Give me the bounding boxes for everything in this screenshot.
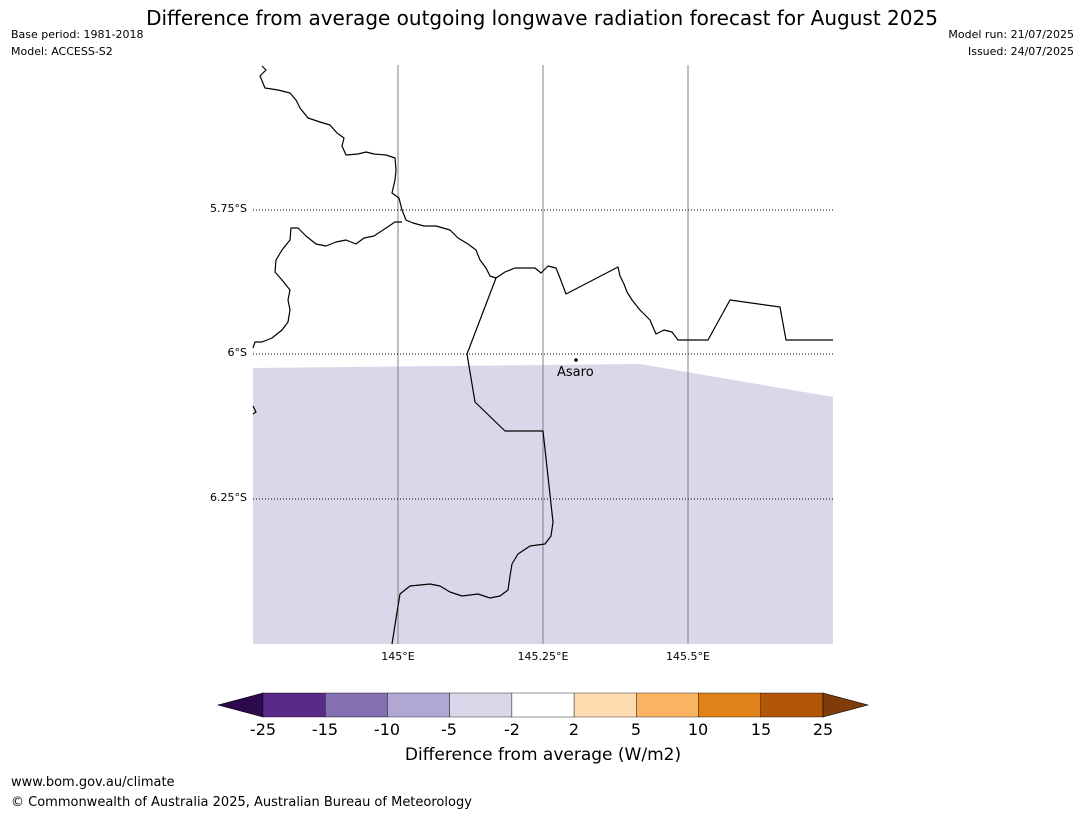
colorbar-segment bbox=[449, 692, 513, 718]
boundary-central bbox=[391, 277, 554, 645]
lat-label-5-75s: 5.75°S bbox=[210, 202, 247, 215]
colorbar-tick: 5 bbox=[630, 720, 642, 739]
lat-label-6s: 6°S bbox=[227, 346, 247, 359]
colorbar bbox=[216, 692, 870, 718]
boundary-west bbox=[252, 221, 402, 349]
lon-label-145-25e: 145.25°E bbox=[517, 650, 569, 663]
colorbar-tick: 2 bbox=[568, 720, 580, 739]
asaro-marker bbox=[574, 358, 578, 362]
meta-right: Model run: 21/07/2025 Issued: 24/07/2025 bbox=[948, 26, 1074, 60]
lat-label-6-25s: 6.25°S bbox=[210, 491, 247, 504]
colorbar-tick: -10 bbox=[373, 720, 401, 739]
colorbar-segment bbox=[760, 692, 824, 718]
colorbar-segment bbox=[387, 692, 450, 718]
boundary-north bbox=[259, 65, 833, 341]
latitude-gridlines bbox=[253, 209, 833, 500]
place-label-asaro: Asaro bbox=[557, 365, 594, 380]
colorbar-extend-low bbox=[216, 692, 264, 718]
colorbar-tick: 25 bbox=[812, 720, 834, 739]
model-name: Model: ACCESS-S2 bbox=[11, 45, 113, 58]
colorbar-segment bbox=[262, 692, 326, 718]
colorbar-segment bbox=[573, 692, 637, 718]
meta-left: Base period: 1981-2018 Model: ACCESS-S2 bbox=[11, 26, 143, 60]
colorbar-tick: -15 bbox=[311, 720, 339, 739]
model-run: Model run: 21/07/2025 bbox=[948, 28, 1074, 41]
boundary-fragment bbox=[252, 405, 257, 415]
colorbar-tick: 15 bbox=[750, 720, 772, 739]
colorbar-tick: -5 bbox=[441, 720, 457, 739]
colorbar-title: Difference from average (W/m2) bbox=[404, 745, 682, 765]
province-boundaries bbox=[252, 65, 833, 645]
colorbar-tick: -2 bbox=[504, 720, 520, 739]
footer-url: www.bom.gov.au/climate bbox=[11, 775, 175, 790]
colorbar-tick: 10 bbox=[687, 720, 709, 739]
colorbar-tick: -25 bbox=[249, 720, 277, 739]
colorbar-segment bbox=[636, 692, 699, 718]
colorbar-segment bbox=[698, 692, 761, 718]
colorbar-segment bbox=[325, 692, 388, 718]
lon-label-145-5e: 145.5°E bbox=[666, 650, 710, 663]
map-title: Difference from average outgoing longwav… bbox=[146, 6, 938, 30]
colorbar-extend-high bbox=[822, 692, 870, 718]
issued-date: Issued: 24/07/2025 bbox=[967, 45, 1074, 58]
colorbar-segment bbox=[511, 692, 575, 718]
lon-label-145e: 145°E bbox=[381, 650, 415, 663]
base-period: Base period: 1981-2018 bbox=[11, 28, 144, 41]
footer-copyright: © Commonwealth of Australia 2025, Austra… bbox=[11, 795, 472, 810]
